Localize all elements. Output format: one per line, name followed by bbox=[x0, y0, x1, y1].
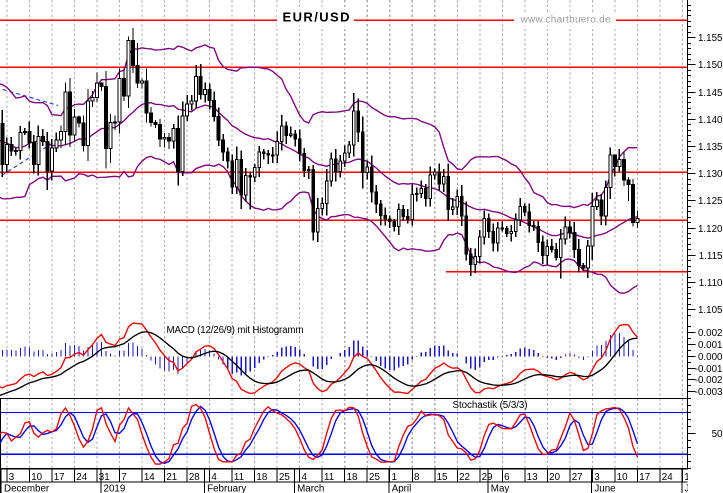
svg-text:25: 25 bbox=[279, 472, 290, 483]
svg-text:28: 28 bbox=[189, 472, 200, 483]
svg-text:MACD (12/26/9) mit Histogramm: MACD (12/26/9) mit Histogramm bbox=[167, 325, 304, 336]
svg-text:3: 3 bbox=[594, 472, 600, 483]
svg-text:24: 24 bbox=[76, 472, 87, 483]
svg-text:1: 1 bbox=[392, 472, 397, 483]
svg-text:14: 14 bbox=[144, 472, 155, 483]
svg-text:1.125: 1.125 bbox=[698, 196, 723, 207]
svg-text:1.135: 1.135 bbox=[698, 142, 723, 153]
svg-text:25: 25 bbox=[369, 472, 380, 483]
svg-text:20: 20 bbox=[549, 472, 560, 483]
svg-text:18: 18 bbox=[347, 472, 358, 483]
svg-text:1.130: 1.130 bbox=[698, 169, 723, 180]
svg-text:11: 11 bbox=[324, 472, 334, 483]
svg-text:0.000: 0.000 bbox=[698, 352, 723, 363]
svg-text:4: 4 bbox=[301, 472, 307, 483]
svg-text:6: 6 bbox=[504, 472, 510, 483]
svg-text:21: 21 bbox=[166, 472, 177, 483]
svg-text:EUR/USD: EUR/USD bbox=[283, 10, 350, 25]
svg-text:11: 11 bbox=[234, 472, 244, 483]
svg-text:22: 22 bbox=[459, 472, 470, 483]
svg-text:1.110: 1.110 bbox=[699, 278, 723, 289]
svg-text:February: February bbox=[207, 483, 246, 493]
svg-text:7: 7 bbox=[121, 472, 126, 483]
svg-text:www.chartbuero.de: www.chartbuero.de bbox=[520, 14, 611, 25]
svg-text:18: 18 bbox=[256, 472, 267, 483]
svg-text:27: 27 bbox=[572, 472, 583, 483]
svg-text:June: June bbox=[594, 483, 616, 493]
svg-text:50: 50 bbox=[712, 429, 723, 440]
svg-text:0.002: 0.002 bbox=[698, 328, 723, 339]
svg-text:1.150: 1.150 bbox=[698, 60, 723, 71]
svg-text:3: 3 bbox=[9, 472, 15, 483]
svg-text:29: 29 bbox=[482, 472, 493, 483]
svg-text:1.140: 1.140 bbox=[698, 115, 723, 126]
svg-text:July: July bbox=[685, 483, 703, 493]
svg-text:1.155: 1.155 bbox=[698, 33, 723, 44]
svg-text:April: April bbox=[392, 483, 412, 493]
svg-text:1.115: 1.115 bbox=[699, 251, 723, 262]
svg-text:March: March bbox=[297, 483, 324, 493]
svg-text:0.001: 0.001 bbox=[698, 340, 723, 351]
svg-text:May: May bbox=[491, 483, 510, 493]
svg-text:10: 10 bbox=[31, 472, 42, 483]
svg-text:-0.001: -0.001 bbox=[695, 364, 723, 375]
svg-text:17: 17 bbox=[639, 472, 650, 483]
svg-text:4: 4 bbox=[211, 472, 217, 483]
svg-text:-0.002: -0.002 bbox=[695, 375, 723, 386]
svg-text:1.145: 1.145 bbox=[698, 88, 723, 99]
svg-text:Stochastik (5/3/3): Stochastik (5/3/3) bbox=[453, 400, 528, 411]
svg-text:1.120: 1.120 bbox=[698, 224, 723, 235]
svg-text:8: 8 bbox=[414, 472, 420, 483]
svg-text:December: December bbox=[4, 483, 50, 493]
svg-text:17: 17 bbox=[54, 472, 65, 483]
svg-text:31: 31 bbox=[99, 472, 110, 483]
svg-text:24: 24 bbox=[662, 472, 673, 483]
svg-text:13: 13 bbox=[527, 472, 538, 483]
svg-text:1.105: 1.105 bbox=[698, 305, 723, 316]
svg-text:15: 15 bbox=[437, 472, 448, 483]
svg-text:1: 1 bbox=[684, 472, 689, 483]
svg-text:-0.003: -0.003 bbox=[695, 387, 723, 398]
svg-text:2019: 2019 bbox=[104, 483, 126, 493]
svg-text:10: 10 bbox=[617, 472, 628, 483]
